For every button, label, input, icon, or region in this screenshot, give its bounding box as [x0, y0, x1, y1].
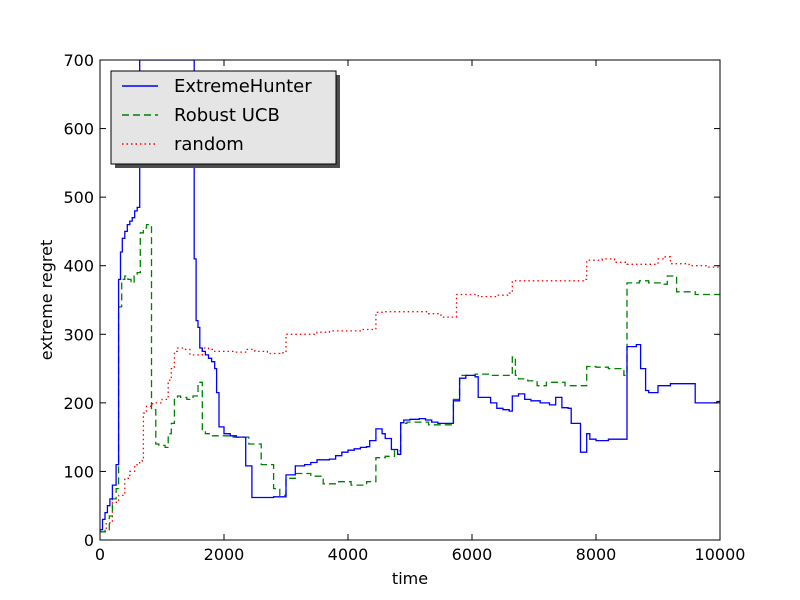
y-tick-label: 100 — [63, 462, 94, 481]
y-tick-label: 400 — [63, 257, 94, 276]
y-tick-label: 200 — [63, 394, 94, 413]
x-tick-label: 2000 — [204, 545, 245, 564]
y-axis-label: extreme regret — [37, 240, 56, 360]
legend-label: random — [174, 134, 244, 155]
x-axis-label: time — [392, 569, 428, 588]
y-tick-label: 500 — [63, 188, 94, 207]
legend-label: Robust UCB — [174, 105, 280, 126]
plot-frame — [99, 59, 721, 541]
series-line-random — [100, 256, 720, 533]
x-tick-label: 4000 — [328, 545, 369, 564]
x-tick-label: 6000 — [452, 545, 493, 564]
y-tick-label: 0 — [84, 531, 94, 550]
x-tick-label: 0 — [95, 545, 105, 564]
y-axis: 0 100 200 300 400 500 600 700 — [63, 51, 720, 550]
legend: ExtremeHunter Robust UCB random — [110, 70, 340, 168]
x-tick-label: 10000 — [695, 545, 746, 564]
x-tick-label: 8000 — [576, 545, 617, 564]
y-tick-label: 600 — [63, 120, 94, 139]
series-line-robust-ucb — [100, 223, 720, 533]
legend-label: ExtremeHunter — [174, 76, 312, 97]
y-tick-label: 300 — [63, 325, 94, 344]
y-tick-label: 700 — [63, 51, 94, 70]
x-axis: 0 2000 4000 6000 8000 10000 — [95, 60, 746, 564]
